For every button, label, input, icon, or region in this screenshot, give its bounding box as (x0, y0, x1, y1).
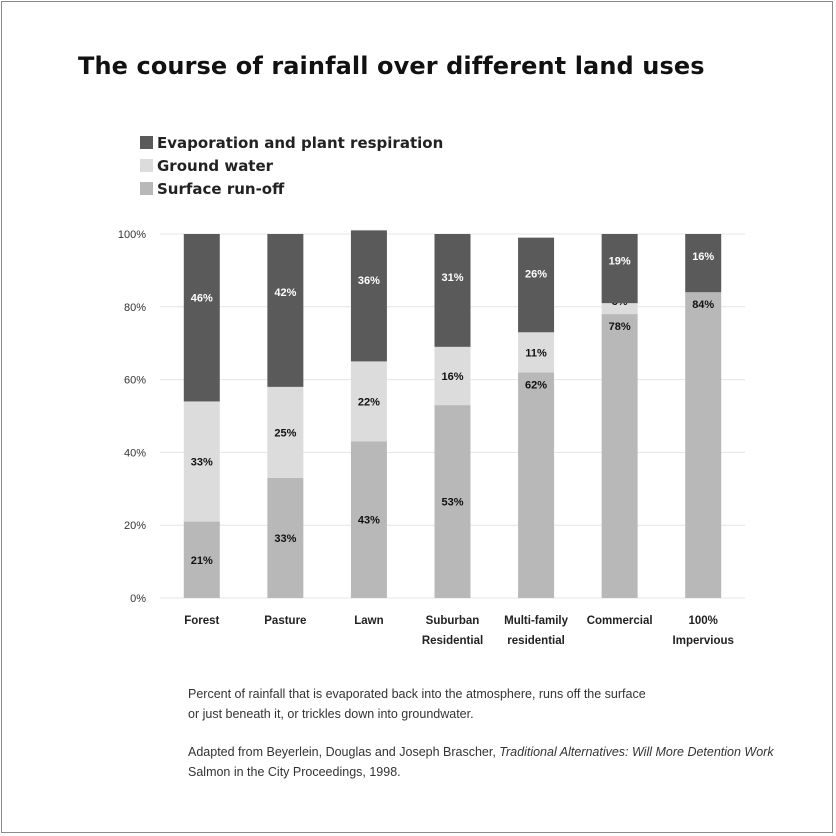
bar-segment (350, 441, 387, 598)
x-tick-label: Impervious (673, 635, 734, 647)
y-tick-label: 100% (118, 229, 146, 241)
chart-credit: Adapted from Beyerlein, Douglas and Jose… (188, 742, 808, 782)
data-label: 53% (441, 497, 463, 509)
data-label: 46% (191, 293, 213, 305)
data-label: 78% (609, 321, 631, 333)
legend-label-ground-water: Ground water (157, 156, 274, 175)
credit-line-2: Salmon in the City Proceedings, 1998. (188, 765, 401, 779)
x-tick-label: Commercial (587, 615, 653, 627)
x-tick-label: Forest (184, 615, 219, 627)
legend-item-ground-water: Ground water (140, 154, 443, 177)
x-tick-label: residential (507, 635, 565, 647)
bar-segment (601, 314, 638, 598)
credit-title: Traditional Alternatives: Will More Dete… (499, 745, 774, 759)
legend-label-surface-run-off: Surface run-off (157, 179, 285, 198)
y-tick-label: 80% (124, 302, 146, 314)
y-tick-label: 60% (124, 375, 146, 387)
data-label: 36% (358, 275, 380, 287)
data-label: 19% (609, 255, 631, 267)
chart-caption: Percent of rainfall that is evaporated b… (188, 684, 708, 724)
x-tick-label: Lawn (354, 615, 383, 627)
legend-label-evaporation: Evaporation and plant respiration (157, 133, 444, 152)
bar-segment (350, 361, 387, 442)
data-label: 33% (274, 533, 296, 545)
bar-segment (518, 237, 555, 333)
bar-segment (685, 234, 722, 293)
x-tick-label: Multi-family (504, 615, 568, 627)
bar-segment (434, 346, 471, 406)
bar-segment (267, 386, 304, 478)
data-label: 16% (441, 371, 463, 383)
bar-segment (183, 234, 220, 402)
y-tick-label: 40% (124, 447, 146, 459)
data-label: 33% (191, 457, 213, 469)
legend-swatch-ground-water (140, 159, 153, 172)
chart-legend: Evaporation and plant respiration Ground… (140, 131, 443, 200)
data-label: 16% (692, 251, 714, 263)
y-tick-label: 20% (124, 520, 146, 532)
bar-segment (267, 477, 304, 598)
bar-segment (685, 292, 722, 598)
y-tick-label: 0% (130, 593, 146, 605)
data-label: 21% (191, 555, 213, 567)
bar-segment (601, 234, 638, 304)
legend-swatch-evaporation (140, 136, 153, 149)
bar-segment (183, 401, 220, 522)
data-label: 25% (274, 427, 296, 439)
data-label: 11% (525, 347, 547, 359)
caption-line-2: or just beneath it, or trickles down int… (188, 707, 474, 721)
legend-item-evaporation: Evaporation and plant respiration (140, 131, 443, 154)
legend-item-surface-run-off: Surface run-off (140, 177, 443, 200)
bar-segment (434, 405, 471, 598)
data-label: 26% (525, 269, 547, 281)
bar-segment (267, 234, 304, 387)
caption-line-1: Percent of rainfall that is evaporated b… (188, 687, 646, 701)
data-label: 62% (525, 379, 547, 391)
x-tick-label: 100% (689, 615, 718, 627)
bar-segment (434, 234, 471, 347)
bar-segment (183, 521, 220, 598)
data-label: 22% (358, 396, 380, 408)
bar-segment (518, 332, 555, 373)
bar-segment (601, 303, 638, 315)
data-label: 42% (274, 287, 296, 299)
data-label: 31% (441, 272, 463, 284)
credit-authors: Adapted from Beyerlein, Douglas and Jose… (188, 745, 500, 759)
bar-segment (350, 230, 387, 362)
chart-title: The course of rainfall over different la… (78, 52, 705, 80)
credit-line-1: Adapted from Beyerlein, Douglas and Jose… (188, 742, 808, 762)
data-label: 84% (692, 299, 714, 311)
legend-swatch-surface-run-off (140, 182, 153, 195)
x-tick-label: Residential (422, 635, 483, 647)
x-tick-label: Pasture (264, 615, 306, 627)
x-tick-label: Suburban (426, 615, 480, 627)
bar-segment (518, 372, 555, 598)
data-label: 43% (358, 515, 380, 527)
